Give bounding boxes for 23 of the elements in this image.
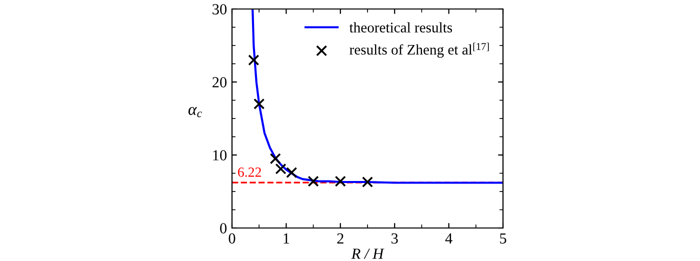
x-tick-label: 1 [284, 233, 290, 244]
y-tick-label: 30 [212, 4, 227, 14]
point [275, 163, 286, 174]
y-tick-label: 0 [220, 223, 227, 234]
point [286, 166, 298, 178]
x-tick-label: 4 [445, 233, 452, 244]
legend-label: theoretical results [349, 22, 452, 32]
ref-line-label: 6.22 [238, 168, 261, 177]
x-tick-label: 5 [500, 233, 506, 244]
point [270, 153, 281, 164]
y-tick-label: 20 [212, 77, 227, 88]
legend-label: results of Zheng et al$^{[17]}$ [350, 42, 489, 58]
x-axis-title: R / H [351, 248, 384, 259]
x-tick-label: 3 [392, 233, 398, 244]
x-tick-label: 0 [228, 233, 236, 244]
point [308, 176, 319, 187]
y-tick-label: 10 [213, 150, 227, 160]
x-tick-label: 2 [337, 233, 344, 244]
point [362, 176, 374, 188]
point [248, 54, 260, 66]
point [334, 176, 346, 187]
point [254, 98, 265, 110]
y-axis-title: α$_{c}$ [188, 106, 202, 118]
